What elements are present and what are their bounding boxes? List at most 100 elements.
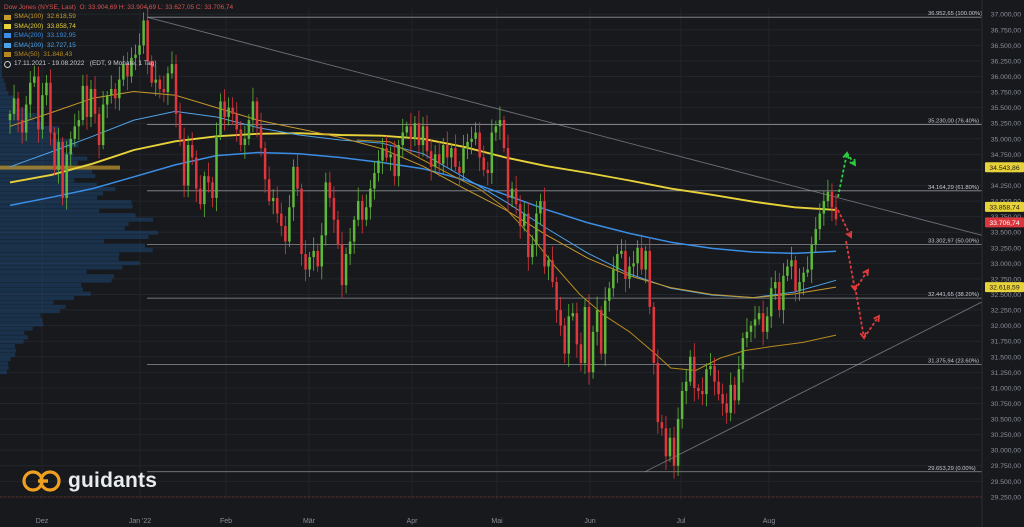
volume-profile-bar [0,91,9,96]
price-tag-label: 33.706,74 [989,220,1019,227]
legend-item[interactable]: EMA(200) 33.192,95 [4,31,233,40]
y-tick-label: 32.000,00 [991,323,1021,330]
candle-body [280,213,283,226]
volume-profile-bar [0,64,2,70]
candle-body [729,384,732,413]
moving-average-line [9,91,837,299]
volume-profile-bar [0,21,2,26]
candle-body [810,244,813,270]
candle-body [753,319,757,326]
candle-body [41,95,44,130]
legend-item[interactable]: SMA(50) 31.848,43 [4,50,233,59]
candle-body [219,101,222,136]
candle-body [199,188,202,205]
candle-body [385,148,388,158]
candle-body [684,381,688,392]
y-tick-label: 31.500,00 [991,354,1021,361]
candle-body [300,188,303,254]
candle-body [786,266,789,276]
candle-body [539,201,542,214]
volume-profile-bar [0,34,2,39]
volume-profile-bar [0,269,87,274]
price-tag [985,162,1024,173]
candle-body [688,356,692,382]
fib-level-label: 31.375,94 (23.60%) [928,358,979,364]
candle-body [69,138,72,155]
scenario-arrow-line [855,291,865,339]
volume-profile-bar [0,221,129,226]
x-tick-label: Jan '22 [129,518,151,525]
candle-body [648,250,651,307]
price-axis[interactable]: 29.250,00 29.500,00 29.750,00 30.000,00 30.2… [981,0,1021,527]
volume-profile-bar [0,43,2,48]
candle-body [101,104,105,146]
legend-label: EMA(100) [14,41,44,49]
candle-body [308,257,311,270]
legend-swatch [4,42,11,48]
candle-body [458,166,461,174]
candle-body [705,369,708,395]
y-tick-label: 33.500,00 [991,230,1021,237]
y-tick-label: 34.250,00 [991,183,1021,190]
candle-body [417,123,421,146]
candle-body [166,73,170,93]
scenario-arrow-line [845,240,856,291]
volume-profile-bar [0,56,2,61]
candle-body [826,191,830,202]
candle-body [587,306,591,373]
legend-item[interactable]: EMA(100) 32.727,15 [4,41,233,50]
candle-body [89,88,93,117]
candle-body [24,104,28,133]
time-axis[interactable]: Dez Jan '22 Feb Mär Apr Mai Jun Jul Aug [36,518,776,525]
volume-profile-bar [0,25,2,30]
volume-profile-bar [0,73,3,78]
candle-body [599,310,603,354]
candle-body [652,306,656,363]
volume-profile-bar [0,248,153,253]
support-trendline [644,301,983,473]
candle-body [737,369,741,401]
candle-body [441,145,445,164]
y-tick-label: 36.000,00 [991,74,1021,81]
arrow-head-icon [849,158,857,167]
volume-profile-bar [0,182,97,187]
candle-body [215,135,218,198]
legend-item[interactable]: SMA(200) 33.858,74 [4,22,233,31]
candle-body [203,176,206,205]
legend-item[interactable]: SMA(100) 32.618,59 [4,12,233,21]
volume-profile-bar [0,300,54,305]
volume-profile-bar [0,99,17,104]
candle-body [361,201,364,220]
x-tick-label: Aug [763,518,776,525]
candle-body [243,138,247,146]
candle-body [814,229,818,245]
candle-body [494,126,498,133]
candle-body [567,316,571,354]
volume-profile-bar [0,326,33,331]
price-tag [985,282,1024,293]
guidants-logo: guidants [22,468,157,494]
candle-body [373,173,376,189]
candle-body [454,148,457,167]
volume-profile-bar [0,139,74,144]
candle-body [356,201,360,220]
volume-profile-bar [0,208,100,213]
volume-profile-bar [0,322,44,327]
volume-profile-bar [0,213,136,218]
candle-body [85,85,89,117]
legend-value: 32.727,15 [46,41,76,49]
candle-body [535,213,538,245]
candle-body [579,344,583,363]
candle-body [134,54,137,58]
scenario-arrow-line [863,315,880,339]
candle-body [782,275,785,311]
candle-body [608,288,611,301]
volume-profile-bar [0,348,16,353]
candle-body [640,247,643,270]
volume-profile-bar [0,60,2,65]
scenario-arrow-line [837,209,852,238]
candle-body [591,331,595,373]
volume-profile-bar [0,235,149,240]
candle-body [774,282,777,289]
